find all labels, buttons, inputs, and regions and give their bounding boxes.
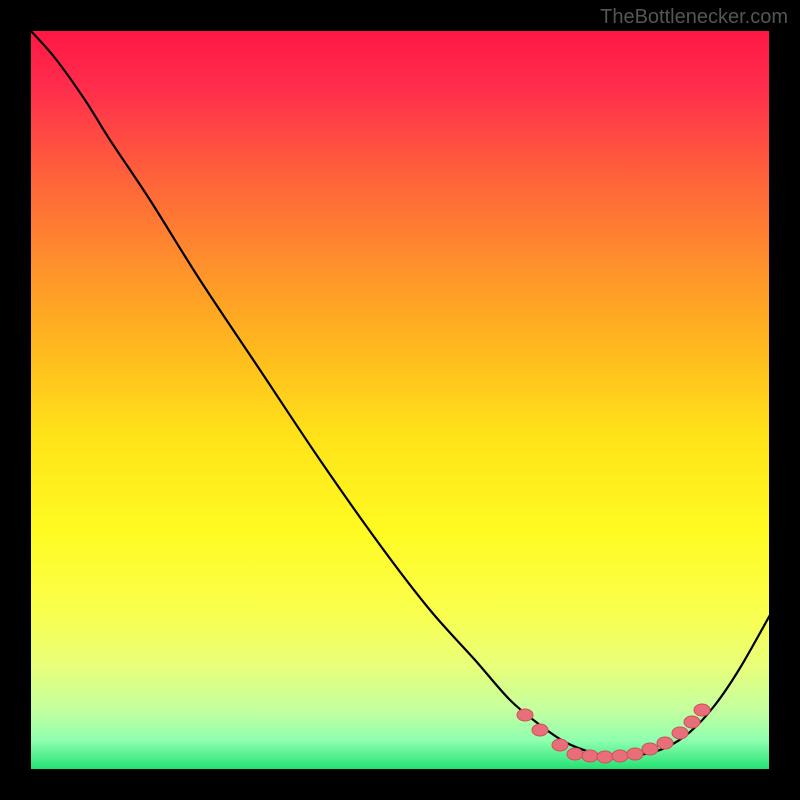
marker-point <box>567 748 583 760</box>
marker-point <box>627 748 643 760</box>
marker-point <box>612 750 628 762</box>
chart-svg <box>0 0 800 800</box>
marker-point <box>657 737 673 749</box>
watermark-text: TheBottlenecker.com <box>600 6 788 29</box>
marker-point <box>597 751 613 763</box>
marker-point <box>532 724 548 736</box>
gradient-background <box>30 30 770 770</box>
marker-point <box>694 704 710 716</box>
marker-point <box>684 716 700 728</box>
marker-point <box>672 727 688 739</box>
marker-point <box>552 739 568 751</box>
marker-point <box>517 709 533 721</box>
bottleneck-chart <box>0 0 800 800</box>
marker-point <box>642 743 658 755</box>
marker-point <box>582 750 598 762</box>
